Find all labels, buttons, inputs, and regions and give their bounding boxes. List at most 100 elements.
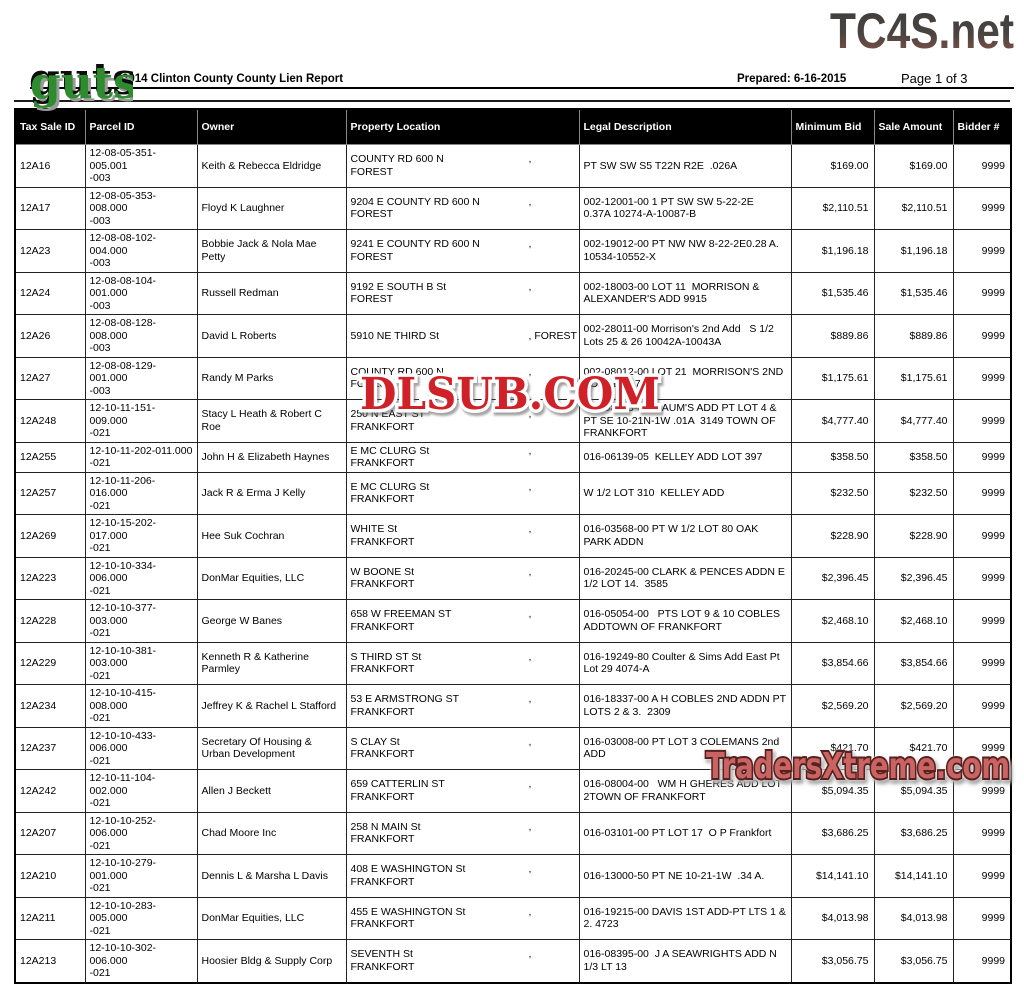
table-row: 12A248 12-10-11-151-009.000 -021 Stacy L H… [14, 399, 1012, 443]
cell-bidder: 9999 [952, 356, 1012, 400]
street-text: SEVENTH St [350, 948, 413, 961]
tc4s-logo-icon: TC4S.net [830, 3, 1014, 59]
cell-property-location: W BOONE St, FRANKFORT [345, 556, 580, 600]
cell-minimum-bid: $1,175.61 [790, 356, 875, 400]
cell-owner: Dennis L & Marsha L Davis [196, 854, 347, 898]
cell-parcel-id: 12-10-10-381-003.000 -021 [84, 641, 198, 685]
street-text: 9241 E COUNTY RD 600 N [350, 238, 480, 251]
cell-parcel-id: 12-08-05-353-008.000 -003 [84, 186, 198, 230]
cell-sale-amount: $358.50 [873, 441, 954, 473]
cell-property-location: 5910 NE THIRD St , FOREST [345, 314, 580, 358]
city-text: FRANKFORT [350, 493, 415, 506]
street-text: 5910 NE THIRD St [350, 329, 440, 342]
cell-owner: John H & Elizabeth Haynes [196, 441, 347, 473]
cell-sale-amount: $3,854.66 [873, 641, 954, 685]
cell-tax-sale-id: 12A16 [14, 144, 86, 188]
city-text: FOREST [350, 250, 394, 263]
cell-bidder: 9999 [952, 939, 1012, 983]
svg-text:TradersXtreme.com: TradersXtreme.com [706, 746, 1010, 787]
cell-legal-description: 002-19012-00 PT NW NW 8-22-2E0.28 A. 105… [578, 229, 792, 273]
cell-owner: Keith & Rebecca Eldridge [196, 144, 347, 188]
table-row: 12A228 12-10-10-377-003.000 -021 George W … [14, 599, 1012, 643]
cell-bidder: 9999 [952, 441, 1012, 473]
cell-sale-amount: $3,686.25 [873, 811, 954, 855]
cell-owner: Jack R & Erma J Kelly [196, 471, 347, 515]
cell-owner: Russell Redman [196, 271, 347, 315]
location-separator: , [528, 280, 532, 293]
cell-minimum-bid: $4,777.40 [790, 399, 875, 443]
cell-legal-description: 002-28011-00 Morrison's 2nd Add S 1/2 Lo… [578, 314, 792, 358]
cell-owner: David L Roberts [196, 314, 347, 358]
cell-owner: Hee Suk Cochran [196, 514, 347, 558]
cell-tax-sale-id: 12A257 [14, 471, 86, 515]
cell-bidder: 9999 [952, 471, 1012, 515]
table-row: 12A269 12-10-15-202-017.000 -021 Hee Suk C… [14, 514, 1012, 558]
lien-report-table: Tax Sale ID Parcel ID Owner Property Locati… [14, 108, 1012, 984]
report-title: 2014 Clinton County County Lien Report [122, 73, 344, 85]
location-separator: , [528, 948, 532, 961]
svg-text:guts: guts [30, 58, 133, 109]
cell-parcel-id: 12-08-08-102-004.000 -003 [84, 229, 198, 273]
table-row: 12A223 12-10-10-334-006.000 -021 DonMar Eq… [14, 556, 1012, 600]
cell-parcel-id: 12-10-10-279-001.000 -021 [84, 854, 198, 898]
cell-sale-amount: $4,013.98 [873, 896, 954, 940]
city-text: FRANKFORT [350, 960, 415, 973]
cell-tax-sale-id: 12A27 [14, 356, 86, 400]
cell-owner: Jeffrey K & Rachel L Stafford [196, 684, 347, 728]
cell-legal-description: 016-19249-80 Coulter & Sims Add East Pt … [578, 641, 792, 685]
cell-property-location: E MC CLURG St, FRANKFORT [345, 441, 580, 473]
cell-parcel-id: 12-10-10-415-008.000 -021 [84, 684, 198, 728]
city-text: FRANKFORT [350, 620, 415, 633]
cell-minimum-bid: $3,686.25 [790, 811, 875, 855]
cell-tax-sale-id: 12A213 [14, 939, 86, 983]
cell-tax-sale-id: 12A229 [14, 641, 86, 685]
svg-text:TC4S.net: TC4S.net [830, 4, 1014, 56]
cell-sale-amount: $2,110.51 [873, 186, 954, 230]
cell-parcel-id: 12-10-11-206-016.000 -021 [84, 471, 198, 515]
cell-owner: Kenneth R & Katherine Parmley [196, 641, 347, 685]
street-text: 455 E WASHINGTON St [350, 905, 466, 918]
cell-bidder: 9999 [952, 641, 1012, 685]
cell-legal-description: 016-08395-00 J A SEAWRIGHTS ADD N 1/3 LT… [578, 939, 792, 983]
cell-minimum-bid: $889.86 [790, 314, 875, 358]
street-text: S THIRD ST St [350, 650, 422, 663]
cell-sale-amount: $4,777.40 [873, 399, 954, 443]
cell-property-location: 250 N EAST ST, FRANKFORT [345, 399, 580, 443]
cell-parcel-id: 12-10-10-377-003.000 -021 [84, 599, 198, 643]
cell-minimum-bid: $228.90 [790, 514, 875, 558]
street-text: COUNTY RD 600 N [350, 365, 444, 378]
cell-legal-description: 002-12001-00 1 PT SW SW 5-22-2E 0.37A 10… [578, 186, 792, 230]
city-text: FOREST [350, 208, 394, 221]
cell-owner: Bobbie Jack & Nola Mae Petty [196, 229, 347, 273]
location-separator: , [528, 820, 532, 833]
cell-minimum-bid: $421.70 [790, 726, 875, 770]
cell-legal-description: 016-18337-00 A H COBLES 2ND ADDN PT LOTS… [578, 684, 792, 728]
street-text: 659 CATTERLIN ST [350, 778, 445, 791]
location-separator: , [528, 408, 532, 421]
cell-bidder: 9999 [952, 556, 1012, 600]
svg-text:guts: guts [29, 54, 133, 105]
cell-legal-description: 016-20245-00 CLARK & PENCES ADDN E 1/2 L… [578, 556, 792, 600]
cell-sale-amount: $3,056.75 [873, 939, 954, 983]
cell-parcel-id: 12-08-08-128-008.000 -003 [84, 314, 198, 358]
table-row: 12A26 12-08-08-128-008.000 -003 David L Ro… [14, 314, 1012, 358]
location-separator: , [528, 693, 532, 706]
street-text: E MC CLURG St [350, 480, 430, 493]
cell-owner: Floyd K Laughner [196, 186, 347, 230]
cell-bidder: 9999 [952, 399, 1012, 443]
table-row: 12A210 12-10-10-279-001.000 -021 Dennis L … [14, 854, 1012, 898]
cell-sale-amount: $2,396.45 [873, 556, 954, 600]
cell-sale-amount: $232.50 [873, 471, 954, 515]
cell-property-location: WHITE St, FRANKFORT [345, 514, 580, 558]
col-parcel-id: Parcel ID [84, 108, 198, 145]
cell-property-location: 258 N MAIN St, FRANKFORT [345, 811, 580, 855]
city-text: FRANKFORT [350, 875, 415, 888]
cell-bidder: 9999 [952, 514, 1012, 558]
cell-tax-sale-id: 12A237 [14, 726, 86, 770]
svg-text:guts: guts [33, 61, 133, 112]
cell-property-location: 9204 E COUNTY RD 600 N, FOREST [345, 186, 580, 230]
street-text: W BOONE St [350, 565, 415, 578]
street-text: 250 N EAST ST [350, 408, 426, 421]
header-rule [30, 87, 1014, 89]
cell-legal-description: 016-05054-00 PTS LOT 9 & 10 COBLES ADDTO… [578, 599, 792, 643]
